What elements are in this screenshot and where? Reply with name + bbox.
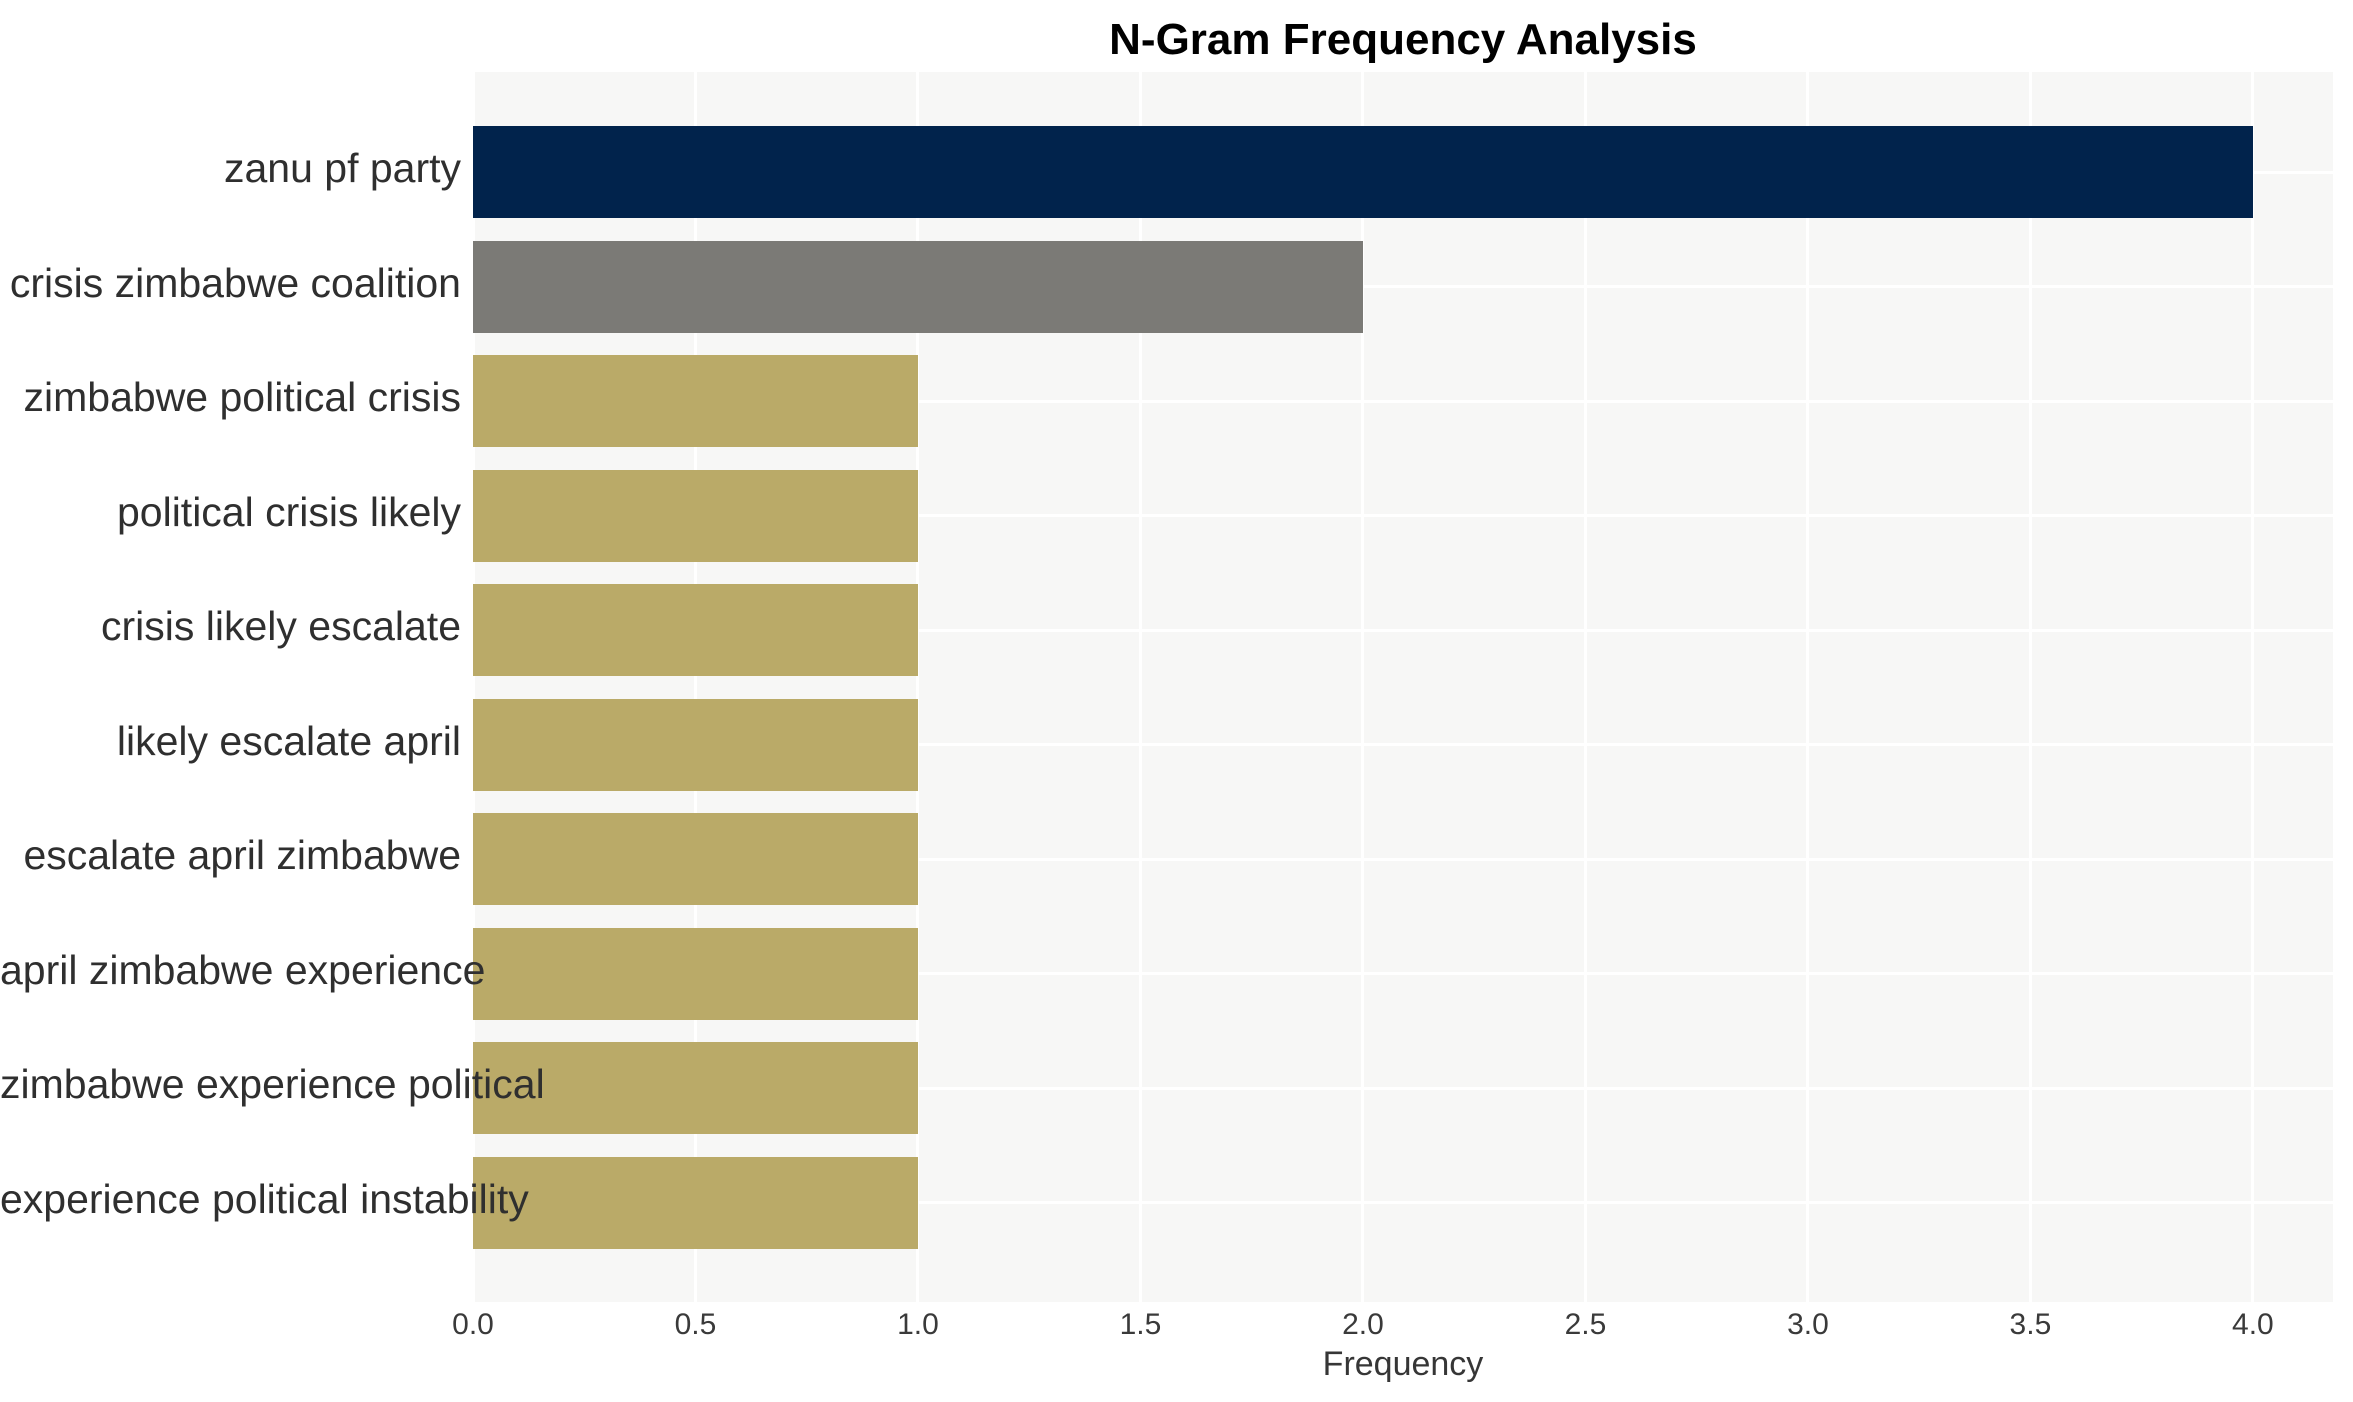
y-tick-label: likely escalate april [116, 717, 461, 764]
x-tick-label: 1.5 [1119, 1308, 1162, 1341]
x-tick-label: 2.5 [1564, 1308, 1607, 1341]
x-tick-label: 0.0 [452, 1308, 494, 1341]
y-tick-label: experience political instability [0, 1175, 529, 1222]
x-tick-label: 4.0 [2232, 1308, 2274, 1341]
y-tick-label: zimbabwe political crisis [23, 374, 461, 420]
horizontal-gridline [473, 514, 2333, 517]
vertical-gridline [693, 72, 697, 1302]
x-tick-label: 0.5 [674, 1308, 717, 1341]
y-tick-label: political crisis likely [116, 488, 461, 535]
bar [473, 469, 918, 562]
vertical-gridline [1361, 72, 1365, 1302]
x-tick-label: 3.0 [1787, 1308, 1829, 1341]
horizontal-gridline [473, 628, 2333, 632]
y-tick-label: zanu pf party [223, 145, 461, 191]
x-tick-label: 1.0 [897, 1308, 939, 1341]
bar [473, 355, 918, 447]
vertical-gridline [916, 72, 920, 1302]
horizontal-gridline [473, 1201, 2333, 1204]
bar [473, 927, 918, 1020]
y-tick-label: escalate april zimbabwe [23, 832, 461, 878]
y-tick-label: zimbabwe experience political [0, 1061, 545, 1107]
bar [473, 813, 918, 905]
bar [473, 1156, 918, 1249]
horizontal-gridline [473, 1086, 2333, 1090]
vertical-gridline [2028, 72, 2032, 1302]
bar [473, 126, 2253, 218]
y-tick-label: crisis zimbabwe coalition [9, 259, 461, 306]
chart-title: N-Gram Frequency Analysis [1109, 15, 1697, 64]
x-tick-label: 3.5 [2009, 1308, 2052, 1341]
vertical-gridline [1806, 72, 1810, 1302]
horizontal-gridline [473, 972, 2333, 975]
bar [473, 698, 918, 791]
vertical-gridline [473, 72, 475, 1302]
bar [473, 240, 1363, 333]
horizontal-gridline [473, 743, 2333, 746]
plot-area [473, 72, 2333, 1302]
horizontal-gridline [473, 285, 2333, 288]
vertical-gridline [1583, 72, 1587, 1302]
vertical-gridline [1138, 72, 1142, 1302]
x-axis-title: Frequency [1322, 1345, 1484, 1383]
bar [473, 1042, 918, 1134]
horizontal-gridline [473, 399, 2333, 403]
bar [473, 584, 918, 676]
y-tick-label: crisis likely escalate [101, 603, 461, 649]
vertical-gridline [2251, 72, 2255, 1302]
horizontal-gridline [473, 857, 2333, 861]
x-tick-label: 2.0 [1342, 1308, 1384, 1341]
y-tick-label: april zimbabwe experience [0, 946, 486, 993]
